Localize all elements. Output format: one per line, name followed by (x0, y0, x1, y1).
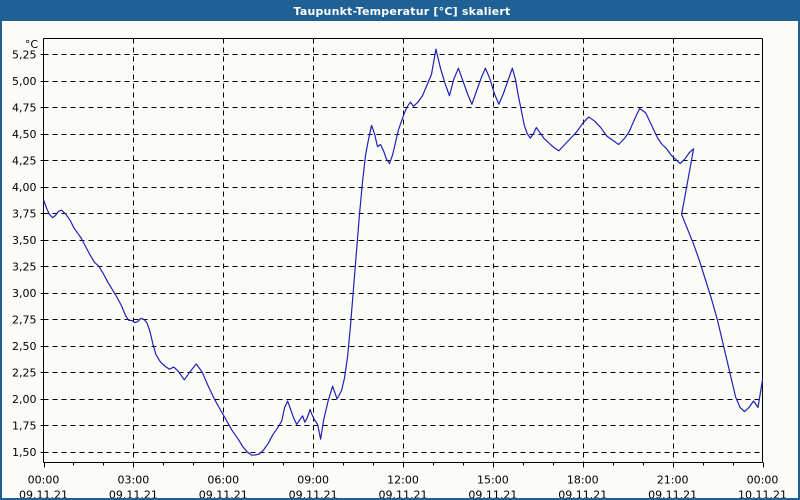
y-axis-label-13: 4,75 (12, 101, 37, 114)
y-axis-label-12: 4,50 (12, 128, 37, 141)
y-axis-label-9: 3,75 (12, 207, 37, 220)
chart-canvas: 1,50 1,75 2,00 2,25 2,50 2,75 3,00 3,25 3,50 3,75… (2, 21, 798, 500)
x-axis-tick-labels: 00:00 09.11.21 03:00 09.11.21 06:00 09.11.21 0… (19, 474, 787, 500)
x-axis-date-label-2: 09.11.21 (199, 489, 248, 500)
x-axis-time-label-3: 09:00 (297, 474, 329, 487)
x-axis-time-label-6: 18:00 (567, 474, 599, 487)
y-axis-label-5: 2,75 (12, 313, 37, 326)
x-axis-time-label-5: 15:00 (477, 474, 509, 487)
y-axis-label-7: 3,25 (12, 260, 37, 273)
y-axis-unit-label: °C (25, 38, 39, 51)
x-axis-date-label-3: 09.11.21 (289, 489, 338, 500)
x-axis-time-label-1: 03:00 (118, 474, 150, 487)
y-axis-label-1: 1,75 (12, 419, 37, 432)
y-axis-label-8: 3,50 (12, 234, 37, 247)
data-series-line (42, 48, 764, 456)
x-axis-date-label-6: 09.11.21 (558, 489, 607, 500)
axis-lines (43, 38, 763, 463)
y-axis-label-0: 1,50 (12, 446, 37, 459)
y-axis-label-15: 5,25 (12, 48, 37, 61)
y-axis-label-2: 2,00 (12, 393, 37, 406)
x-axis-time-label-2: 06:00 (207, 474, 239, 487)
y-axis-label-3: 2,25 (12, 366, 37, 379)
x-axis-date-label-7: 09.11.21 (648, 489, 697, 500)
x-axis-date-label-5: 09.11.21 (468, 489, 517, 500)
y-axis-label-14: 5,00 (12, 75, 37, 88)
y-axis-label-10: 4,00 (12, 181, 37, 194)
window-title-bar: Taupunkt-Temperatur [°C] skaliert (2, 2, 798, 21)
y-axis-label-11: 4,25 (12, 154, 37, 167)
x-axis-date-label-0: 09.11.21 (19, 489, 68, 500)
x-axis-date-label-1: 09.11.21 (109, 489, 158, 500)
x-axis-time-label-0: 00:00 (28, 474, 60, 487)
x-axis-date-label-8: 10.11.21 (738, 489, 787, 500)
minor-tick-marks (40, 54, 764, 468)
x-axis-time-label-8: 00:00 (747, 474, 779, 487)
vertical-gridlines (133, 38, 674, 463)
line-chart: 1,50 1,75 2,00 2,25 2,50 2,75 3,00 3,25 3,50 3,75… (12, 38, 787, 500)
x-axis-time-label-7: 21:00 (657, 474, 689, 487)
y-axis-label-4: 2,50 (12, 340, 37, 353)
y-axis-label-6: 3,00 (12, 287, 37, 300)
y-axis-tick-labels: 1,50 1,75 2,00 2,25 2,50 2,75 3,00 3,25 3,50 3,75… (12, 48, 37, 459)
x-axis-time-label-4: 12:00 (387, 474, 419, 487)
horizontal-gridlines (43, 54, 763, 453)
page-title: Taupunkt-Temperatur [°C] skaliert (293, 5, 511, 18)
x-axis-date-label-4: 09.11.21 (379, 489, 428, 500)
